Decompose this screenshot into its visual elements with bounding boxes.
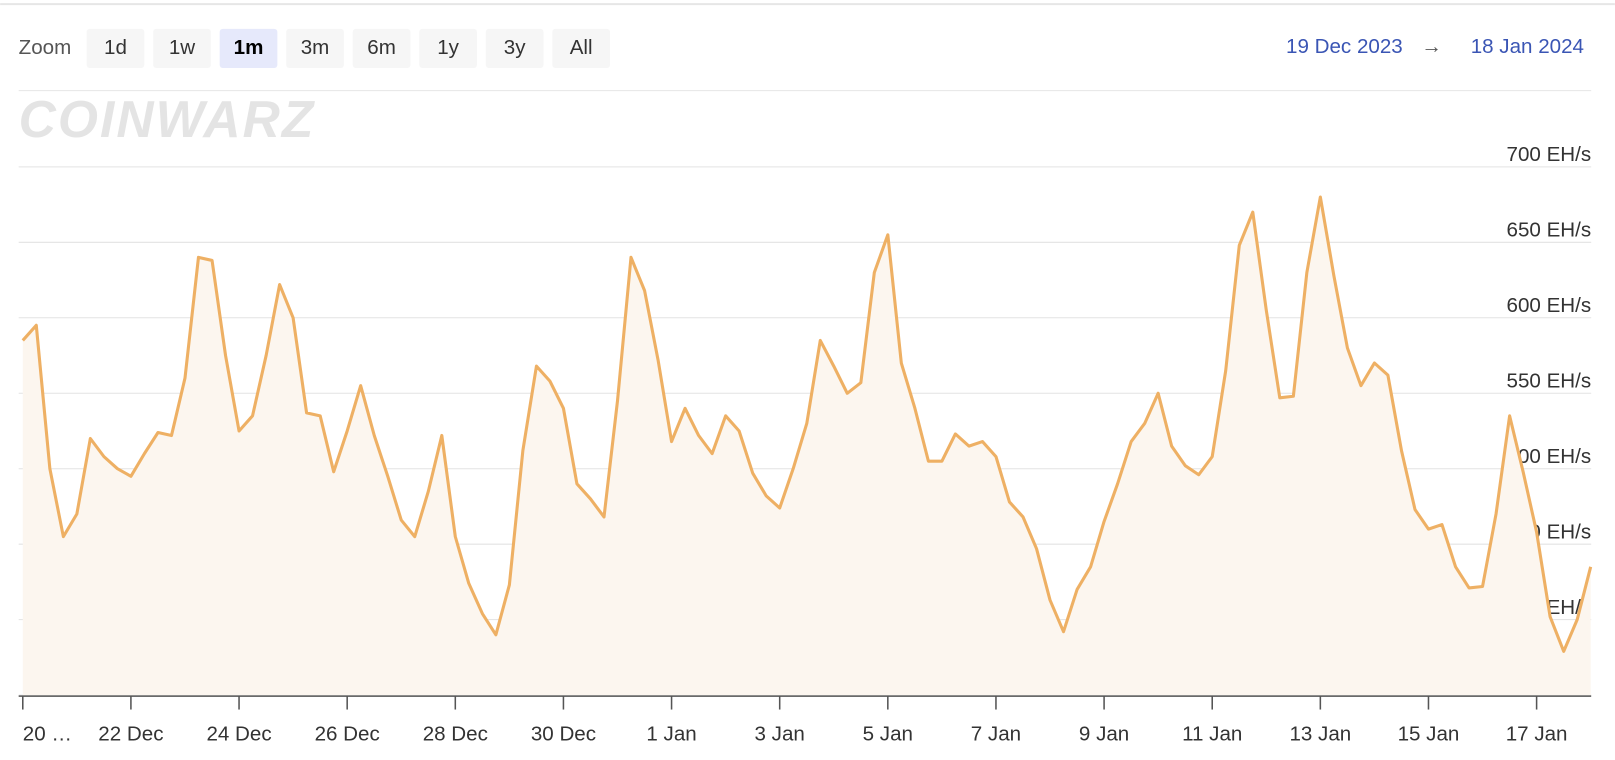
x-tick-label: 30 Dec	[531, 723, 596, 746]
x-tick-label: 5 Jan	[863, 723, 913, 746]
zoom-label: Zoom	[19, 36, 72, 59]
zoom-button-label[interactable]: 1w	[169, 36, 195, 59]
x-tick-label: 22 Dec	[98, 723, 163, 746]
y-tick-label: 550 EH/s	[1507, 369, 1592, 392]
zoom-button[interactable]: 1y	[419, 28, 477, 68]
zoom-button-label[interactable]: 1d	[104, 36, 127, 59]
zoom-button[interactable]: 3y	[485, 28, 544, 68]
zoom-button-bg[interactable]	[552, 28, 610, 68]
x-tick-label: 13 Jan	[1289, 723, 1351, 746]
y-tick-label: 700 EH/s	[1507, 143, 1592, 166]
x-tick-label: 3 Jan	[755, 723, 805, 746]
zoom-button-bg[interactable]	[219, 28, 278, 68]
zoom-button-bg[interactable]	[153, 28, 211, 68]
x-tick-label: 26 Dec	[315, 723, 380, 746]
zoom-button-bg[interactable]	[485, 28, 544, 68]
y-tick-label: 650 EH/s	[1507, 218, 1592, 241]
x-tick-label: 17 Jan	[1506, 723, 1568, 746]
zoom-button[interactable]: All	[552, 28, 610, 68]
zoom-button-label[interactable]: 6m	[367, 36, 396, 59]
zoom-button-bg[interactable]	[86, 28, 145, 68]
zoom-button[interactable]: 6m	[352, 28, 411, 68]
zoom-button-label[interactable]: 3m	[301, 36, 330, 59]
range-end: 18 Jan 2024	[1471, 35, 1584, 58]
x-tick-label: 1 Jan	[646, 723, 696, 746]
range-separator: →	[1421, 35, 1442, 58]
zoom-button-label[interactable]: All	[570, 36, 593, 59]
zoom-button-bg[interactable]	[286, 28, 344, 68]
x-tick-label: 9 Jan	[1079, 723, 1129, 746]
zoom-button-label[interactable]: 3y	[504, 36, 526, 59]
zoom-buttons: 1d 1w 1m 3m 6m 1y 3y All	[86, 28, 610, 68]
y-tick-label: 500 EH/s	[1507, 445, 1592, 468]
x-tick-label: 24 Dec	[206, 723, 271, 746]
zoom-button[interactable]: 1m	[219, 28, 278, 68]
zoom-button-label[interactable]: 1y	[437, 36, 459, 59]
y-tick-label: 600 EH/s	[1507, 294, 1592, 317]
watermark: CoinWarz	[19, 90, 316, 148]
zoom-button[interactable]: 3m	[286, 28, 344, 68]
area	[22, 197, 1591, 696]
x-tick-label: 7 Jan	[971, 723, 1021, 746]
x-tick-label: 11 Jan	[1182, 723, 1242, 746]
zoom-button[interactable]: 1d	[86, 28, 145, 68]
zoom-button-bg[interactable]	[419, 28, 477, 68]
zoom-button-label[interactable]: 1m	[234, 36, 264, 59]
x-tick-label: 15 Jan	[1398, 723, 1460, 746]
zoom-button[interactable]: 1w	[153, 28, 211, 68]
x-tick-label: 20 …	[23, 723, 72, 746]
line	[21, 195, 1593, 653]
x-tick-label: 28 Dec	[423, 723, 488, 746]
range-start: 19 Dec 2023	[1286, 35, 1403, 58]
zoom-button-bg[interactable]	[352, 28, 411, 68]
